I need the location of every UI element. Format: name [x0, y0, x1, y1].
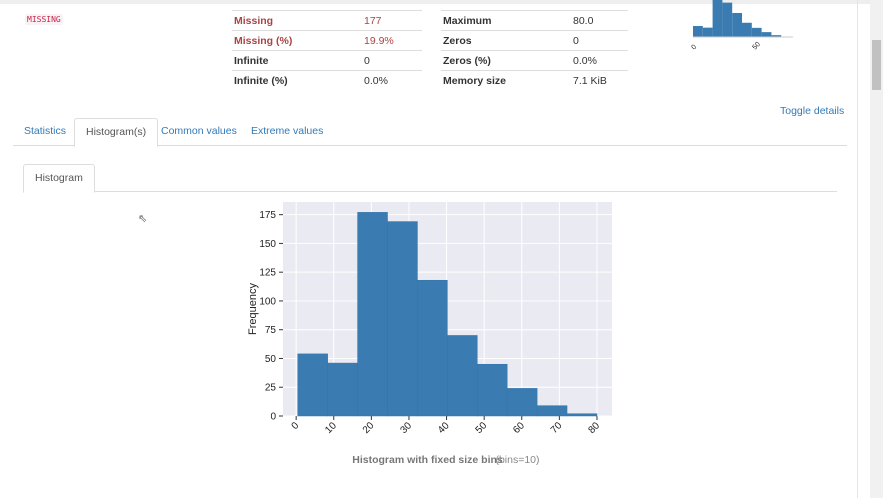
stat-row: Missing (%) 19.9%	[232, 30, 422, 51]
mouse-cursor-icon: ⇖	[138, 213, 148, 225]
tab-common-values[interactable]: Common values	[161, 125, 237, 137]
stat-value: 177	[362, 10, 422, 31]
tab-statistics[interactable]: Statistics	[24, 125, 67, 137]
y-tick-label: 50	[265, 354, 277, 365]
y-tick-label: 150	[259, 239, 276, 250]
stat-row: Infinite (%) 0.0%	[232, 70, 422, 90]
stat-value: 19.9%	[362, 30, 422, 51]
histogram-bar	[297, 353, 328, 417]
x-tick-label: 0	[290, 420, 302, 432]
x-tick-label: 50	[474, 420, 490, 436]
histogram-bar	[447, 335, 478, 417]
y-tick-label: 175	[259, 210, 276, 221]
mini-bar	[761, 32, 772, 37]
stat-label: Maximum	[441, 10, 571, 31]
mini-bar	[751, 27, 762, 37]
mini-bar	[771, 35, 782, 37]
mini-bar	[742, 22, 752, 37]
stat-label: Infinite (%)	[232, 70, 362, 90]
x-tick-label: 40	[436, 420, 452, 436]
mini-histogram: 0 50	[690, 0, 793, 52]
mini-tick-label: 50	[751, 41, 762, 52]
chart-title: Histogram with fixed size bins	[352, 454, 503, 466]
y-axis-label: Frequency	[247, 283, 259, 335]
mini-bar	[693, 26, 703, 37]
stat-value: 0.0%	[571, 50, 628, 71]
stat-value: 80.0	[571, 10, 628, 31]
stat-label: Zeros (%)	[441, 50, 571, 71]
mini-tick-label: 0	[690, 44, 698, 52]
x-tick-label: 20	[361, 420, 377, 436]
stats-table-right: Maximum 80.0 Zeros 0 Zeros (%) 0.0% Memory siz…	[441, 10, 628, 90]
tab-histogram[interactable]: Histogram	[23, 164, 95, 193]
x-tick-label: 70	[549, 420, 565, 436]
top-border	[0, 0, 870, 4]
mini-bar	[712, 0, 723, 37]
stat-label: Memory size	[441, 70, 571, 90]
y-tick-label: 125	[259, 268, 276, 279]
stat-label: Missing	[232, 10, 362, 31]
x-tick-label: 10	[323, 420, 339, 436]
x-tick-label: 30	[398, 420, 414, 436]
y-tick-label: 0	[270, 412, 276, 423]
stat-value: 0	[571, 30, 628, 51]
x-tick-label: 60	[511, 420, 527, 436]
tab-histograms[interactable]: Histogram(s)	[74, 118, 159, 147]
stats-table-left: Missing 177 Missing (%) 19.9% Infinite 0 Infin…	[232, 10, 422, 90]
scrollbar-thumb[interactable]	[872, 40, 881, 90]
histogram-bar	[506, 388, 538, 417]
histogram-bar	[417, 279, 448, 417]
stat-label: Missing (%)	[232, 30, 362, 51]
stat-row: Missing 177	[232, 10, 422, 31]
divider	[857, 0, 858, 498]
y-tick-label: 100	[259, 296, 276, 307]
stat-row: Zeros 0	[441, 30, 628, 51]
histogram-bar	[536, 405, 568, 417]
toggle-details-link[interactable]: Toggle details	[780, 105, 845, 117]
histogram-bar	[566, 413, 598, 417]
stat-value: 7.1 KiB	[571, 70, 628, 90]
stat-row: Zeros (%) 0.0%	[441, 50, 628, 71]
stat-label: Infinite	[232, 50, 362, 71]
tab-bar: Statistics Histogram(s) Common values Ex…	[13, 118, 847, 147]
histogram-bar	[327, 362, 358, 417]
subtab-bar: Histogram	[23, 164, 837, 193]
tab-extreme-values[interactable]: Extreme values	[251, 125, 324, 137]
mini-bar	[732, 13, 742, 37]
mini-bar	[702, 27, 713, 37]
stat-value: 0	[362, 50, 422, 71]
stat-value: 0.0%	[362, 70, 422, 90]
scrollbar[interactable]	[870, 0, 883, 498]
x-tick-label: 80	[586, 420, 602, 436]
histogram-bar	[477, 363, 508, 417]
stat-row: Memory size 7.1 KiB	[441, 70, 628, 90]
stat-label: Zeros	[441, 30, 571, 51]
histogram-chart: 0 25 50 75 100 125 150 175 0 10 20 30 40 50 60 70 80 Freq…	[247, 202, 612, 466]
y-tick-label: 75	[265, 325, 277, 336]
stat-row: Infinite 0	[232, 50, 422, 71]
histogram-bar	[387, 221, 418, 417]
chart-title-suffix: (bins=10)	[495, 454, 539, 466]
missing-badge: MISSING	[25, 14, 63, 25]
histogram-bar	[357, 212, 388, 417]
y-tick-label: 25	[265, 383, 277, 394]
stat-row: Maximum 80.0	[441, 10, 628, 31]
mini-bar	[722, 2, 733, 38]
